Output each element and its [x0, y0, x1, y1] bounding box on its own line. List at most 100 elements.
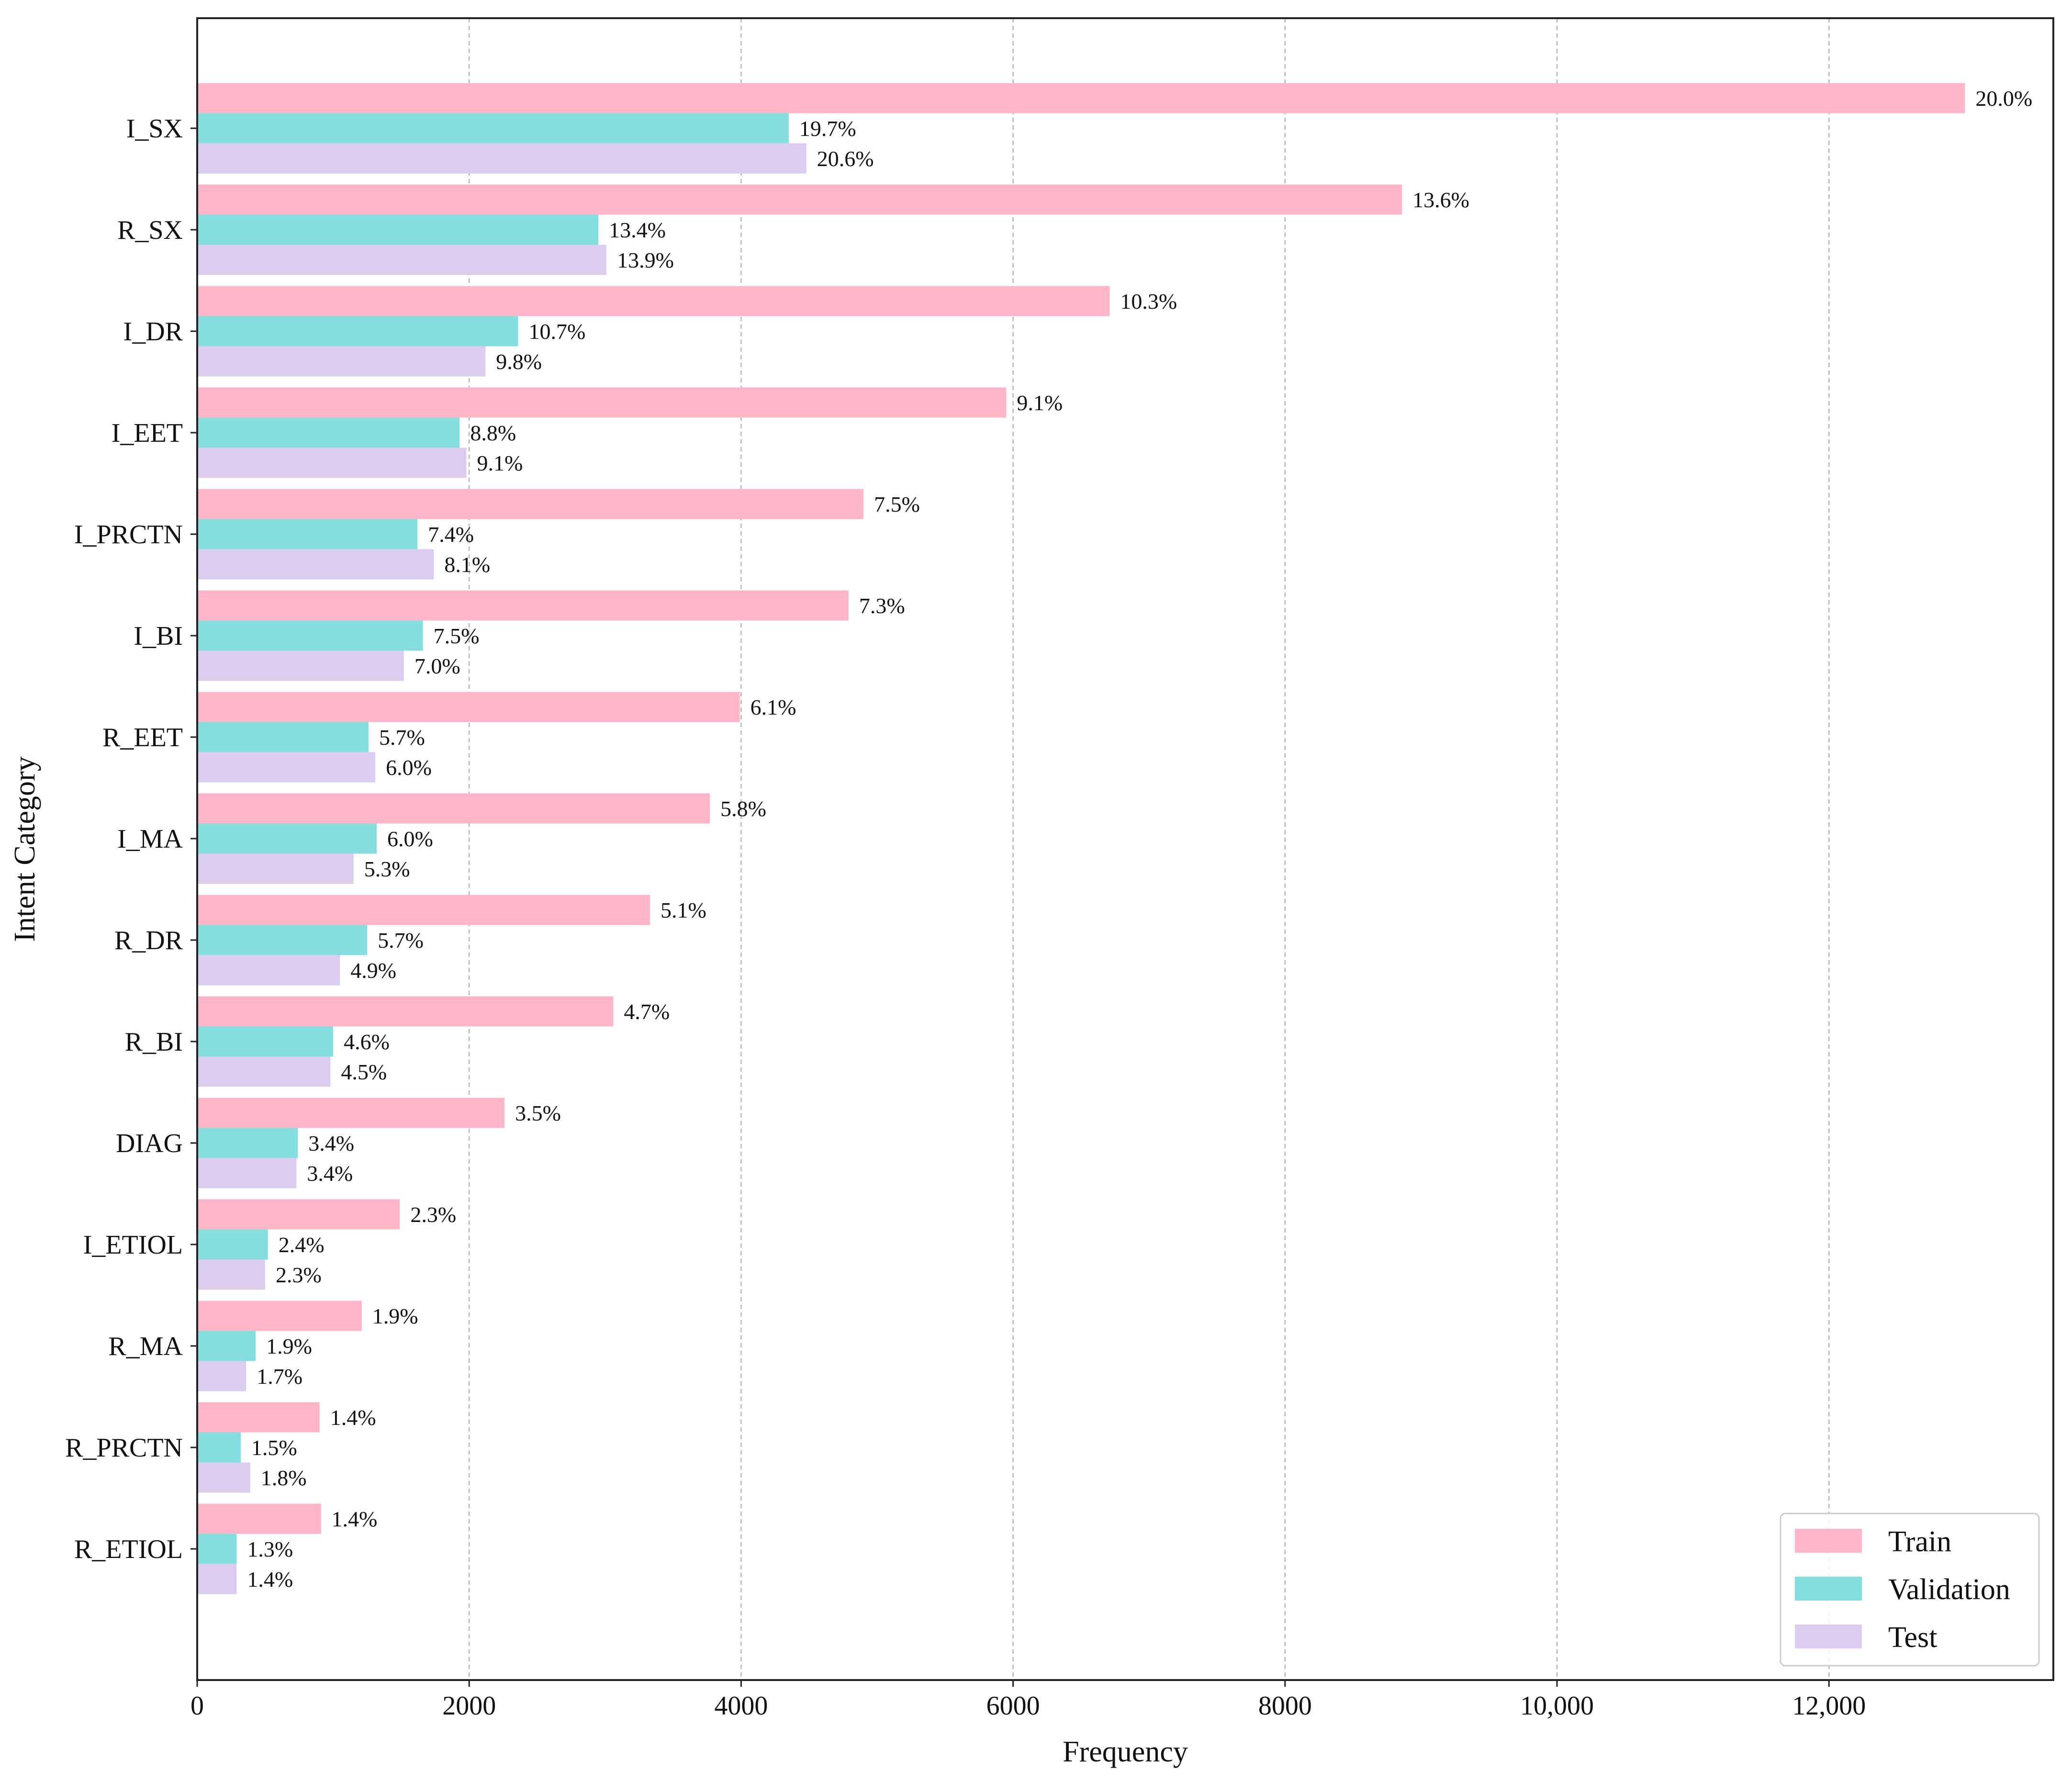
- data-label: 3.4%: [307, 1161, 353, 1186]
- bar-train: [197, 1402, 320, 1433]
- bar-test: [197, 143, 806, 174]
- legend-swatch-validation: [1795, 1577, 1862, 1601]
- data-label: 7.4%: [428, 522, 474, 547]
- bar-train: [197, 692, 740, 722]
- axis-layer: 0 2000 4000 6000 8000 10,000 12,000 I_SX R_SX I_D…: [65, 114, 1866, 1721]
- bar-validation: [197, 113, 789, 144]
- bar-test: [197, 1564, 237, 1594]
- category-label: R_MA: [108, 1332, 183, 1361]
- data-label: 1.5%: [251, 1435, 297, 1460]
- data-label: 4.9%: [350, 958, 396, 983]
- data-label: 1.8%: [261, 1466, 307, 1490]
- bar-validation: [197, 519, 418, 549]
- bar-validation: [197, 1229, 268, 1260]
- data-label: 3.5%: [515, 1101, 561, 1125]
- category-label: I_DR: [123, 317, 183, 347]
- bar-train: [197, 83, 1965, 113]
- data-label: 7.0%: [414, 654, 460, 678]
- data-label: 8.8%: [470, 421, 516, 445]
- bar-test: [197, 448, 467, 478]
- data-label: 13.6%: [1412, 188, 1469, 212]
- data-label: 1.4%: [247, 1567, 293, 1591]
- data-labels-layer: 20.0% 19.7% 20.6% 13.6% 13.4% 13.9% 10.3% 10.7%…: [247, 86, 2032, 1591]
- category-label: R_ETIOL: [74, 1535, 183, 1564]
- x-tick-label: 6000: [986, 1691, 1040, 1721]
- bar-test: [197, 1462, 250, 1493]
- bar-validation: [197, 722, 369, 752]
- bar-validation: [197, 417, 460, 448]
- legend-swatch-test: [1795, 1625, 1862, 1648]
- bar-validation: [197, 1534, 237, 1564]
- bar-train: [197, 286, 1110, 316]
- bar-train: [197, 590, 849, 621]
- category-label: I_PRCTN: [74, 520, 183, 549]
- x-tick-label: 2000: [442, 1691, 496, 1721]
- category-label: R_BI: [125, 1027, 183, 1057]
- data-label: 4.7%: [624, 999, 670, 1024]
- x-tick-label: 10,000: [1520, 1691, 1594, 1721]
- bar-train: [197, 1300, 362, 1331]
- data-label: 7.5%: [874, 492, 920, 516]
- bar-validation: [197, 214, 599, 245]
- bar-train: [197, 793, 710, 824]
- data-label: 20.0%: [1975, 86, 2032, 111]
- category-label: R_DR: [114, 926, 183, 955]
- y-axis-title: Intent Category: [9, 756, 41, 941]
- x-tick-label: 4000: [714, 1691, 768, 1721]
- data-label: 5.7%: [378, 928, 424, 953]
- data-label: 6.0%: [387, 827, 433, 851]
- data-label: 1.4%: [332, 1507, 378, 1531]
- data-label: 8.1%: [444, 552, 490, 577]
- data-label: 4.5%: [341, 1060, 387, 1084]
- data-label: 1.4%: [330, 1405, 376, 1430]
- plot-frame: [196, 17, 2054, 1681]
- bar-test: [197, 1158, 297, 1188]
- bar-train: [197, 1199, 400, 1230]
- data-label: 9.1%: [1017, 391, 1063, 415]
- bar-validation: [197, 925, 368, 955]
- bar-test: [197, 955, 340, 986]
- bar-train: [197, 489, 864, 519]
- category-label: R_SX: [117, 215, 183, 245]
- data-label: 20.6%: [817, 146, 874, 171]
- x-tick-label: 8000: [1258, 1691, 1312, 1721]
- bar-test: [197, 853, 354, 884]
- bar-train: [197, 1098, 505, 1128]
- bar-validation: [197, 1331, 256, 1361]
- x-tick-label: 12,000: [1792, 1691, 1866, 1721]
- bar-train: [197, 1503, 321, 1534]
- legend: Train Validation Test: [1780, 1513, 2040, 1667]
- data-label: 1.9%: [266, 1334, 312, 1358]
- category-label: I_MA: [117, 824, 183, 854]
- category-label: DIAG: [116, 1129, 183, 1158]
- data-label: 1.9%: [372, 1304, 418, 1328]
- data-label: 5.7%: [379, 725, 425, 750]
- bar-validation: [197, 620, 423, 651]
- data-label: 6.0%: [386, 755, 432, 780]
- bar-test: [197, 650, 404, 681]
- category-label: R_PRCTN: [65, 1433, 183, 1463]
- bar-validation: [197, 1026, 334, 1057]
- bar-validation: [197, 823, 377, 854]
- category-label: I_ETIOL: [83, 1230, 183, 1260]
- data-label: 19.7%: [799, 116, 856, 141]
- bar-test: [197, 346, 486, 377]
- data-label: 2.4%: [279, 1233, 325, 1257]
- bar-validation: [197, 316, 518, 347]
- bar-test: [197, 549, 434, 580]
- bar-validation: [197, 1128, 298, 1158]
- data-label: 13.4%: [609, 218, 666, 242]
- x-axis-title: Frequency: [1063, 1736, 1188, 1768]
- bar-test: [197, 245, 607, 275]
- category-label: I_EET: [112, 418, 183, 448]
- bar-train: [197, 184, 1402, 215]
- data-label: 1.3%: [247, 1537, 293, 1561]
- data-label: 13.9%: [617, 248, 674, 272]
- data-label: 1.7%: [257, 1364, 302, 1389]
- data-label: 10.3%: [1120, 289, 1177, 314]
- data-label: 9.1%: [477, 451, 523, 475]
- bar-validation: [197, 1432, 241, 1463]
- bar-test: [197, 1259, 266, 1290]
